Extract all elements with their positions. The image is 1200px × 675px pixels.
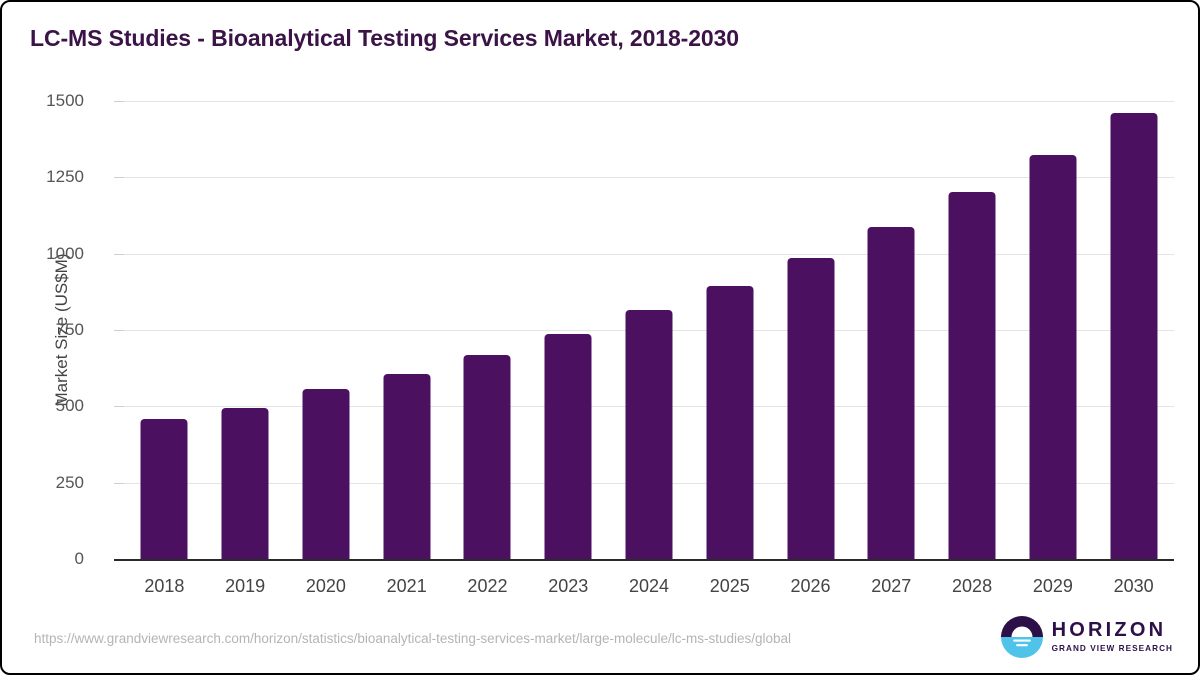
y-tick-mark <box>114 101 124 102</box>
logo-wordmark: HORIZON <box>1051 619 1167 642</box>
gridline <box>124 177 1174 179</box>
bar-band <box>609 101 690 559</box>
y-tick-label: 1500 <box>46 91 84 110</box>
x-tick-label: 2020 <box>305 576 346 596</box>
y-tick-mark <box>114 406 124 408</box>
bar-band <box>528 101 609 559</box>
x-tick-label: 2019 <box>225 576 266 596</box>
x-tick-label: 2025 <box>709 576 750 596</box>
y-tick-label: 0 <box>74 549 84 568</box>
bar-band <box>447 101 528 559</box>
bar-2030[interactable] <box>1110 112 1158 559</box>
bar-2028[interactable] <box>948 192 996 559</box>
x-tick-label: 2027 <box>871 576 912 596</box>
y-tick-label: 1250 <box>46 167 84 187</box>
x-tick-label: 2030 <box>1113 576 1154 596</box>
x-tick-label: 2023 <box>548 576 589 596</box>
x-tick-label: 2028 <box>952 576 993 596</box>
bar-band <box>689 101 770 559</box>
bar-2025[interactable] <box>706 285 754 559</box>
horizon-logo-icon <box>1000 616 1043 658</box>
x-tick-label: 2022 <box>467 576 508 596</box>
y-tick-label: 500 <box>55 396 84 416</box>
source-url[interactable]: https://www.grandviewresearch.com/horizo… <box>34 631 792 646</box>
bar-2022[interactable] <box>463 355 511 559</box>
bar-2023[interactable] <box>544 333 592 559</box>
y-tick-label: 250 <box>55 472 84 492</box>
horizon-logo[interactable]: HORIZON GRAND VIEW RESEARCH <box>1000 616 1173 658</box>
x-axis-line <box>114 559 1174 561</box>
y-tick-label: 750 <box>55 320 84 339</box>
y-tick-label: 1000 <box>46 243 84 263</box>
gridline <box>124 101 1174 102</box>
bar-band <box>770 101 851 559</box>
page-title: LC-MS Studies - Bioanalytical Testing Se… <box>30 25 740 51</box>
x-tick-label: 2024 <box>628 576 670 596</box>
bar-band <box>124 101 205 559</box>
y-tick-mark <box>114 482 124 484</box>
bar-2018[interactable] <box>140 419 188 559</box>
bar-band <box>932 101 1013 559</box>
logo-subtitle: GRAND VIEW RESEARCH <box>1051 644 1173 654</box>
gridline <box>124 253 1174 255</box>
x-tick-label: 2029 <box>1032 576 1073 596</box>
y-tick-mark <box>114 177 124 179</box>
bar-band <box>1012 101 1093 559</box>
x-tick-label: 2018 <box>144 576 185 596</box>
bar-2021[interactable] <box>383 373 431 559</box>
bar-band <box>366 101 447 559</box>
bar-2026[interactable] <box>787 257 835 559</box>
bar-2020[interactable] <box>302 388 350 559</box>
bar-2019[interactable] <box>221 407 269 559</box>
y-tick-mark <box>114 253 124 255</box>
bar-band <box>205 101 286 559</box>
x-tick-label: 2026 <box>790 576 831 596</box>
bar-2027[interactable] <box>867 226 915 559</box>
bar-2029[interactable] <box>1029 155 1077 559</box>
plot-area: Market Size (US$M) 0 250 500 750 1000 1250 150… <box>46 91 1174 596</box>
y-tick-mark <box>114 330 124 331</box>
bar-band <box>851 101 932 559</box>
bar-2024[interactable] <box>625 310 673 559</box>
bar-band <box>286 101 367 559</box>
x-tick-label: 2021 <box>386 576 427 596</box>
logo-text: HORIZON GRAND VIEW RESEARCH <box>1052 620 1173 653</box>
bar-band <box>1093 101 1174 559</box>
